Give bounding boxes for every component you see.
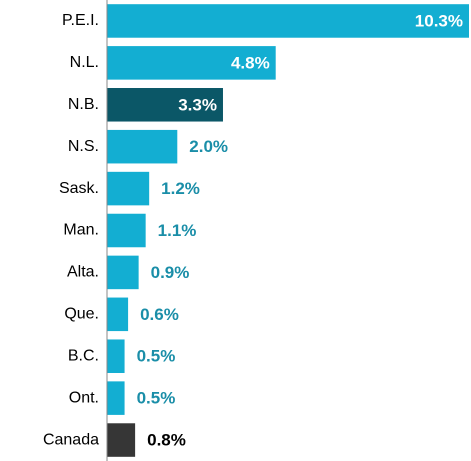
bar bbox=[107, 4, 469, 38]
bar bbox=[107, 255, 139, 290]
value-label: 3.3% bbox=[178, 95, 217, 114]
bar bbox=[107, 381, 125, 415]
category-label: P.E.I. bbox=[62, 12, 99, 29]
value-label: 1.2% bbox=[161, 179, 200, 198]
category-label: N.S. bbox=[68, 138, 99, 155]
bar bbox=[107, 129, 178, 164]
value-label: 0.8% bbox=[147, 431, 186, 450]
value-label: 4.8% bbox=[231, 53, 270, 72]
value-label: 0.5% bbox=[137, 389, 176, 408]
value-label: 1.1% bbox=[158, 221, 197, 240]
category-label: Que. bbox=[64, 306, 99, 323]
bar bbox=[107, 171, 150, 206]
category-label: N.L. bbox=[70, 54, 99, 71]
category-label: Ont. bbox=[69, 389, 99, 406]
bar bbox=[107, 297, 129, 332]
value-label: 0.6% bbox=[140, 305, 179, 324]
category-label: Sask. bbox=[59, 180, 99, 197]
value-label: 0.5% bbox=[137, 347, 176, 366]
category-label: Canada bbox=[43, 431, 99, 448]
bar bbox=[107, 423, 136, 457]
bar bbox=[107, 88, 223, 122]
bar bbox=[107, 213, 146, 248]
bar bbox=[107, 339, 125, 373]
category-label: N.B. bbox=[68, 96, 99, 113]
value-label: 10.3% bbox=[415, 11, 463, 30]
category-label: Alta. bbox=[67, 264, 99, 281]
bar bbox=[107, 46, 276, 80]
value-label: 2.0% bbox=[189, 137, 228, 156]
category-label: Man. bbox=[63, 222, 99, 239]
value-label: 0.9% bbox=[151, 263, 190, 282]
category-label: B.C. bbox=[68, 347, 99, 364]
